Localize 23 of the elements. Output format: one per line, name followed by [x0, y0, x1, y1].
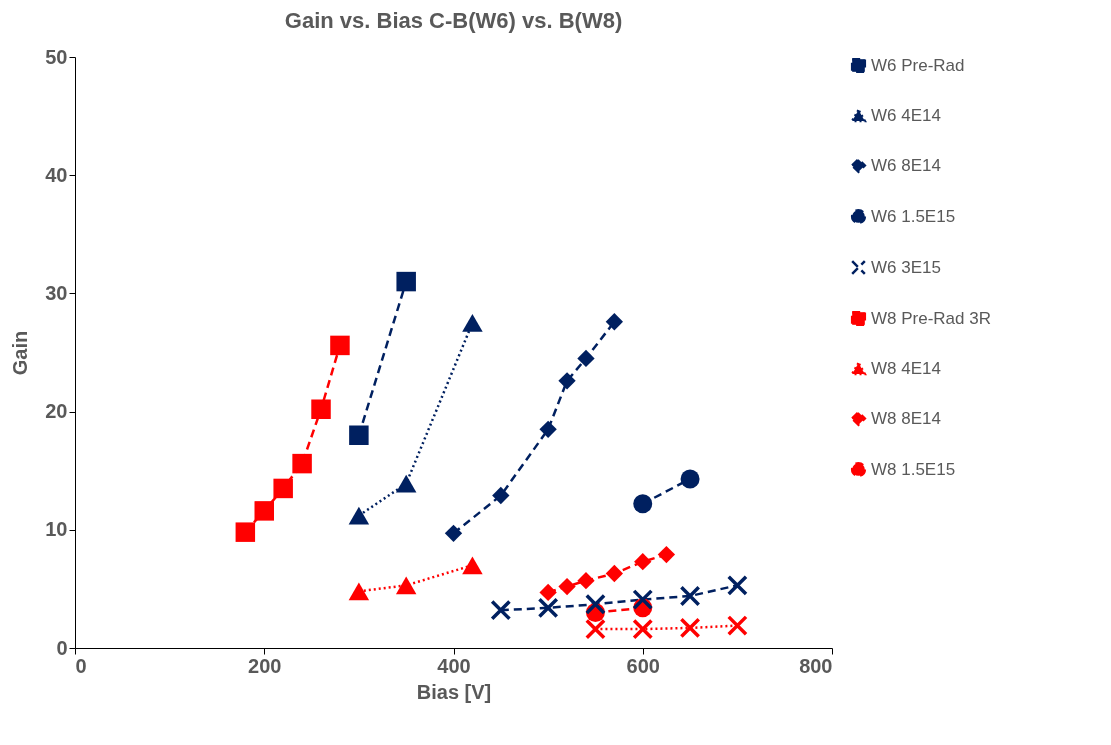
- x-tick-label: 200: [248, 654, 282, 677]
- x-axis-title: Bias [V]: [416, 680, 492, 703]
- legend-label: W8 1.5E15: [871, 459, 956, 479]
- y-tick-label: 10: [45, 518, 68, 541]
- y-tick-label: 20: [45, 400, 68, 423]
- y-tick-label: 50: [45, 45, 68, 68]
- x-tick-label: 600: [626, 654, 660, 677]
- legend-label: W8 8E14: [871, 408, 941, 428]
- legend-label: W8 Pre-Rad 3R: [871, 308, 991, 328]
- y-tick-label: 40: [45, 163, 68, 186]
- legend-label: W6 4E14: [871, 105, 941, 125]
- x-tick-label: 800: [799, 654, 833, 677]
- legend-label: W6 8E14: [871, 155, 941, 175]
- y-tick-label: 30: [45, 281, 68, 304]
- chart-title: Gain vs. Bias C-B(W6) vs. B(W8): [284, 8, 623, 33]
- y-axis-title: Gain: [9, 330, 32, 376]
- y-tick-label: 0: [56, 636, 68, 659]
- legend-label: W6 Pre-Rad: [871, 55, 965, 75]
- legend-label: W8 4E14: [871, 358, 941, 378]
- legend-label: W6 3E15: [871, 257, 941, 277]
- x-tick-label: 0: [75, 654, 87, 677]
- x-tick-label: 400: [437, 654, 471, 677]
- legend-label: W6 1.5E15: [871, 206, 956, 226]
